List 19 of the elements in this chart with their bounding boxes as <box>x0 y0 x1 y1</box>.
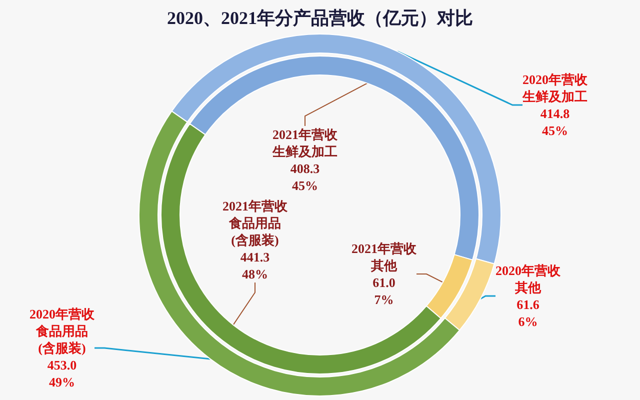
data-label: 61.6 6% <box>516 297 540 329</box>
data-label: 441.3 48% <box>240 250 270 282</box>
slice-label: 食品用品(含服装) <box>228 216 281 248</box>
data-label: 61.0 7% <box>372 275 396 307</box>
text: 2021年营收 <box>222 198 288 214</box>
data-label: 414.8 45% <box>540 106 570 138</box>
slice-label: 其他 <box>370 258 398 273</box>
text: 2020年营收 <box>522 72 588 87</box>
slice-label: 2021年营收 <box>352 241 418 256</box>
text: 2020年营收 <box>30 306 94 322</box>
slice-label: 生鲜及加工 <box>522 89 588 104</box>
text: 2021年营收 <box>272 127 338 142</box>
data-label: 453.0 49% <box>47 358 77 390</box>
slice-label: 生鲜及加工 <box>272 144 338 159</box>
chart-title: 2020、2021年分产品营收（亿元）对比 <box>167 8 473 28</box>
slice-label: 2020年营收 <box>496 263 562 278</box>
data-label: 408.3 45% <box>290 161 320 193</box>
slice-label: 食品用品(含服装) <box>35 324 88 356</box>
slice-label: 其他 <box>514 280 542 295</box>
